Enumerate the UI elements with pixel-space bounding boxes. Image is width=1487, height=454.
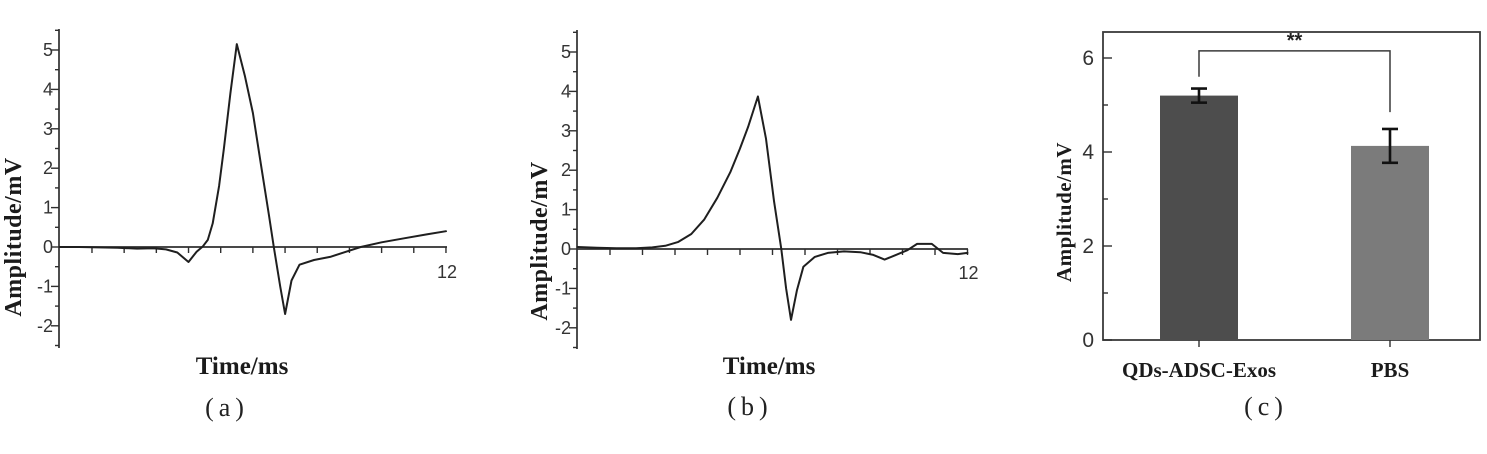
y-tick-label: -2 bbox=[37, 316, 53, 336]
panel-b-caption: (b) bbox=[727, 392, 773, 421]
y-tick-label: 1 bbox=[43, 198, 53, 218]
y-tick-label: 4 bbox=[561, 81, 571, 101]
bar-qds-adsc-exos bbox=[1160, 95, 1238, 340]
panel-b-y-axis-label: Amplitude/mV bbox=[527, 161, 553, 321]
panel-c-category-label-pbs: PBS bbox=[1370, 358, 1410, 382]
y-tick-label: 4 bbox=[43, 79, 53, 99]
y-tick-label: 5 bbox=[561, 42, 571, 62]
y-tick-label: 3 bbox=[43, 119, 53, 139]
y-tick-label: 1 bbox=[561, 200, 571, 220]
panel-c-y-axis-label: Amplitude/mV bbox=[1052, 141, 1076, 283]
y-tick-label: 3 bbox=[561, 121, 571, 141]
panel-c-plot: 0 2 4 6 ** bbox=[1082, 30, 1481, 352]
panel-c-category-label-qds-adsc-exos: QDs-ADSC-Exos bbox=[1121, 358, 1276, 382]
panel-a-y-axis-label: Amplitude/mV bbox=[1, 157, 27, 317]
y-tick-label: 0 bbox=[43, 237, 53, 257]
y-tick-label: 0 bbox=[561, 239, 571, 259]
plot-frame bbox=[1102, 31, 1481, 341]
bar-pbs bbox=[1351, 145, 1429, 340]
y-tick-label: 5 bbox=[43, 40, 53, 60]
significance-bracket bbox=[1198, 50, 1391, 113]
panel-a-caption: (a) bbox=[205, 393, 249, 422]
x-tick-label: 12 bbox=[958, 263, 978, 283]
y-tick-label: 6 bbox=[1082, 47, 1094, 70]
significance-stars: ** bbox=[1287, 30, 1303, 52]
signal-trace bbox=[576, 95, 969, 321]
y-tick-label: -2 bbox=[555, 318, 571, 338]
y-tick-label: -1 bbox=[37, 276, 53, 296]
y-tick-label: -1 bbox=[555, 278, 571, 298]
panel-b-x-axis-label: Time/ms bbox=[722, 353, 816, 380]
signal-trace bbox=[58, 43, 447, 315]
panel-a-x-axis-label: Time/ms bbox=[195, 353, 289, 380]
y-tick-label: 2 bbox=[561, 160, 571, 180]
y-tick-label: 4 bbox=[1082, 141, 1094, 164]
y-tick-label: 2 bbox=[43, 158, 53, 178]
y-tick-label: 0 bbox=[1082, 329, 1094, 352]
x-tick-label: 12 bbox=[437, 262, 457, 282]
y-tick-label: 2 bbox=[1082, 235, 1094, 258]
panel-c-caption: (c) bbox=[1244, 392, 1288, 421]
